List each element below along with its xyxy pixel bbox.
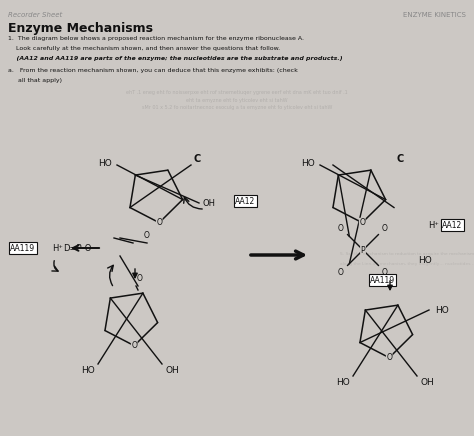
Text: (AA12 and AA119 are parts of the enzyme; the nucleotides are the substrate and p: (AA12 and AA119 are parts of the enzyme;… xyxy=(8,56,343,61)
Text: HO: HO xyxy=(418,255,432,265)
Text: O: O xyxy=(144,231,150,239)
Text: ENZYME KINETICS: ENZYME KINETICS xyxy=(403,12,466,18)
Text: 5. Set the mechanism to reduction to acquire the mechanism of action: 5. Set the mechanism to reduction to acq… xyxy=(340,252,474,256)
Text: HO: HO xyxy=(336,378,350,386)
Text: sMr 01 x 5.2 fo noitartnecnoc esoculg a ta emyzne eht fo yticolev eht si tahW: sMr 01 x 5.2 fo noitartnecnoc esoculg a … xyxy=(142,105,332,110)
Text: HO: HO xyxy=(301,159,315,167)
Text: AA12: AA12 xyxy=(442,221,462,229)
Text: O: O xyxy=(137,273,143,283)
Text: Recorder Sheet: Recorder Sheet xyxy=(8,12,62,18)
Text: all that apply): all that apply) xyxy=(8,78,62,83)
Text: OH: OH xyxy=(203,198,216,208)
Text: HO: HO xyxy=(98,159,112,167)
Text: AA12: AA12 xyxy=(235,197,255,205)
Text: O: O xyxy=(131,341,137,350)
Text: O: O xyxy=(338,268,344,276)
Text: O: O xyxy=(382,268,388,276)
Text: H⁺: H⁺ xyxy=(428,221,439,229)
Text: O: O xyxy=(359,218,365,227)
Text: C: C xyxy=(396,154,404,164)
Text: OH: OH xyxy=(420,378,434,386)
Text: a.   From the reaction mechanism shown, you can deduce that this enzyme exhibits: a. From the reaction mechanism shown, yo… xyxy=(8,68,298,73)
Text: O: O xyxy=(386,353,392,362)
Text: O: O xyxy=(156,218,162,227)
Text: OH: OH xyxy=(165,365,179,375)
Text: 1.  The diagram below shows a proposed reaction mechanism for the enzyme ribonuc: 1. The diagram below shows a proposed re… xyxy=(8,36,304,41)
Text: AA119: AA119 xyxy=(10,243,35,252)
Text: D=P-O: D=P-O xyxy=(63,243,91,252)
Text: H⁺: H⁺ xyxy=(52,243,63,252)
Text: P: P xyxy=(361,245,365,255)
Text: AA119: AA119 xyxy=(370,276,395,285)
Text: along the Linn-40 mechanism, they diligently… nucleotides … transmission: along the Linn-40 mechanism, they dilige… xyxy=(340,262,474,266)
Text: HO: HO xyxy=(81,365,95,375)
Text: O: O xyxy=(382,224,388,232)
Text: O: O xyxy=(338,224,344,232)
Text: Look carefully at the mechanism shown, and then answer the questions that follow: Look carefully at the mechanism shown, a… xyxy=(8,46,280,51)
Text: C: C xyxy=(193,154,201,164)
Text: Enzyme Mechanisms: Enzyme Mechanisms xyxy=(8,22,153,35)
Text: HO: HO xyxy=(435,306,449,314)
Text: eht ta emyzne eht fo yticolev eht si tahW: eht ta emyzne eht fo yticolev eht si tah… xyxy=(186,98,288,103)
Text: ehT .1 eneg eht fo noisserpxe eht rof stnemetiuqer ygrene eerf eht dna mK eht tu: ehT .1 eneg eht fo noisserpxe eht rof st… xyxy=(126,90,348,95)
